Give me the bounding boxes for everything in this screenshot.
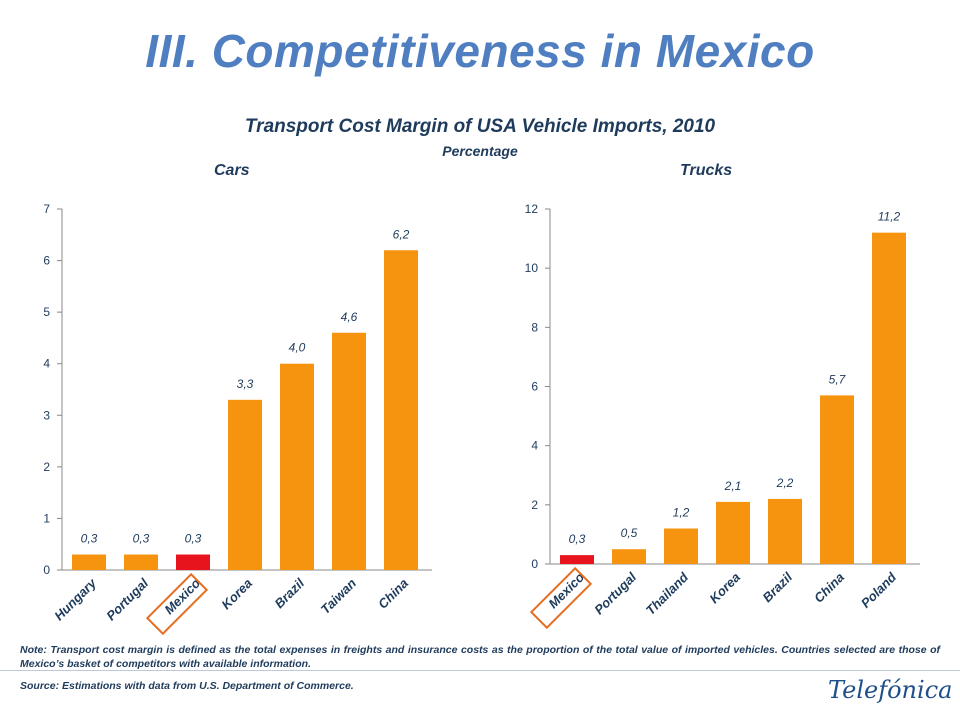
bar-charts: 012345670,3Hungary0,3Portugal0,3Mexico3,…: [43, 202, 920, 636]
cars-bar-hungary: [72, 554, 106, 570]
cars-value-label: 0,3: [133, 532, 150, 546]
trucks-category-label: Thailand: [643, 569, 692, 618]
trucks-chart-title: Trucks: [680, 162, 733, 179]
cars-y-tick-label: 5: [43, 305, 50, 319]
cars-bar-china: [384, 250, 418, 570]
trucks-y-tick-label: 6: [531, 380, 538, 394]
cars-category-label: Mexico: [161, 575, 203, 617]
trucks-category-label: Korea: [706, 570, 743, 607]
cars-bar-brazil: [280, 363, 314, 570]
trucks-y-tick-label: 4: [531, 439, 538, 453]
cars-value-label: 0,3: [81, 532, 98, 546]
trucks-category-label: Brazil: [759, 569, 795, 605]
trucks-value-label: 11,2: [878, 210, 901, 224]
cars-value-label: 4,6: [341, 310, 358, 324]
footer-divider: [0, 670, 960, 671]
trucks-value-label: 2,2: [776, 476, 794, 490]
trucks-bar-brazil: [768, 498, 802, 564]
cars-category-label: China: [375, 576, 411, 612]
trucks-y-tick-label: 2: [531, 498, 538, 512]
cars-category-label: Hungary: [51, 575, 99, 623]
trucks-value-label: 1,2: [673, 506, 690, 520]
trucks-y-tick-label: 8: [531, 320, 538, 334]
trucks-value-label: 0,5: [621, 526, 638, 540]
trucks-bar-portugal: [612, 549, 646, 564]
cars-y-tick-label: 2: [43, 460, 50, 474]
cars-y-tick-label: 3: [43, 408, 50, 422]
trucks-bar-thailand: [664, 528, 698, 564]
trucks-bar-mexico: [560, 555, 594, 564]
chart-subtitle: Transport Cost Margin of USA Vehicle Imp…: [244, 116, 716, 137]
cars-bar-taiwan: [332, 332, 366, 570]
trucks-category-label: Mexico: [545, 569, 587, 611]
trucks-category-label: Portugal: [591, 569, 639, 617]
trucks-highlight-box: [529, 566, 593, 630]
telefonica-logo: Telefónica: [828, 676, 953, 704]
cars-bar-mexico: [176, 554, 210, 570]
cars-value-label: 3,3: [237, 377, 254, 391]
cars-y-tick-label: 1: [43, 511, 50, 525]
trucks-bar-poland: [872, 232, 906, 564]
cars-y-tick-label: 4: [43, 357, 50, 371]
trucks-category-label: China: [811, 570, 847, 606]
cars-value-label: 4,0: [289, 341, 306, 355]
footnote: Note: Transport cost margin is defined a…: [20, 644, 940, 670]
cars-value-label: 0,3: [185, 532, 202, 546]
cars-category-label: Taiwan: [318, 575, 359, 616]
trucks-value-label: 2,1: [724, 479, 742, 493]
cars-value-label: 6,2: [393, 227, 410, 241]
trucks-y-tick-label: 0: [531, 557, 538, 571]
cars-y-tick-label: 7: [43, 202, 50, 216]
cars-category-label: Portugal: [103, 575, 151, 623]
page-title: III. Competitiveness in Mexico: [145, 25, 815, 77]
cars-category-label: Brazil: [271, 575, 307, 611]
source-note: Source: Estimations with data from U.S. …: [20, 680, 354, 692]
cars-bar-korea: [228, 399, 262, 570]
trucks-bar-korea: [716, 501, 750, 564]
cars-category-label: Korea: [218, 576, 255, 613]
cars-bar-portugal: [124, 554, 158, 570]
cars-highlight-box: [145, 572, 209, 636]
cars-chart-title: Cars: [214, 162, 250, 179]
cars-y-tick-label: 0: [43, 563, 50, 577]
unit-label: Percentage: [442, 143, 518, 159]
trucks-value-label: 5,7: [829, 372, 847, 386]
trucks-y-tick-label: 10: [525, 261, 539, 275]
trucks-category-label: Poland: [858, 569, 900, 611]
trucks-y-tick-label: 12: [525, 202, 539, 216]
cars-y-tick-label: 6: [43, 254, 50, 268]
trucks-value-label: 0,3: [569, 532, 586, 546]
trucks-bar-china: [820, 395, 854, 564]
